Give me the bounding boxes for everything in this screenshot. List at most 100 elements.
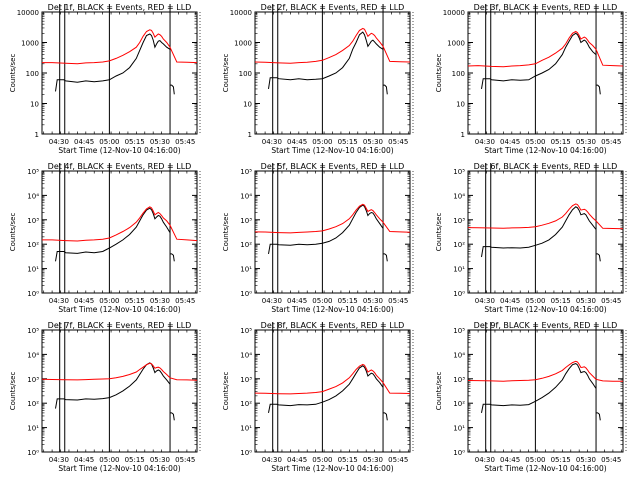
events-series-line	[55, 33, 171, 92]
chart-panel-2: 1 10 100 1000 10000 04:30 04:45 05:00 05:15 05:30…	[222, 3, 414, 155]
x-tick-label: 04:45	[287, 456, 307, 464]
y-tick-label: 10¹	[240, 266, 252, 274]
y-axis-label: Counts/sec	[222, 372, 230, 411]
y-tick-label: 10¹	[453, 266, 465, 274]
y-tick-label: 10⁰	[453, 290, 465, 298]
events-tail-line	[170, 412, 175, 421]
y-tick-label: 10⁰	[240, 290, 252, 298]
x-tick-label: 04:45	[74, 138, 94, 146]
x-tick-label: 05:45	[175, 297, 195, 305]
x-tick-label: 05:45	[175, 456, 195, 464]
x-axis-label: Start Time (12-Nov-10 04:16:00)	[58, 305, 180, 314]
lld-series-line	[467, 360, 624, 382]
y-tick-label: 1000	[447, 40, 465, 48]
y-tick-label: 100	[239, 70, 252, 78]
x-tick-label: 05:15	[551, 138, 571, 146]
events-tail-line	[383, 253, 388, 262]
x-axis-label: Start Time (12-Nov-10 04:16:00)	[484, 146, 606, 155]
x-tick-label: 05:30	[150, 138, 170, 146]
x-tick-label: 04:30	[475, 456, 495, 464]
y-tick-label: 10	[243, 101, 252, 109]
y-tick-label: 10³	[27, 376, 39, 384]
events-series-line	[268, 204, 384, 254]
x-tick-label: 05:15	[125, 456, 145, 464]
y-tick-label: 10⁵	[453, 327, 465, 335]
x-tick-label: 05:00	[99, 138, 119, 146]
x-tick-label: 05:45	[175, 138, 195, 146]
chart-panel-1: 1 10 100 1000 10000 04:30 04:45 05:00 05:15 05:30…	[9, 3, 201, 155]
x-tick-label: 05:00	[525, 138, 545, 146]
y-tick-label: 10000	[443, 9, 465, 17]
y-tick-label: 10²	[27, 400, 39, 408]
events-tail-line	[596, 412, 601, 421]
y-tick-label: 10¹	[240, 425, 252, 433]
x-tick-label: 04:45	[74, 456, 94, 464]
x-tick-label: 04:30	[49, 138, 69, 146]
y-tick-label: 10³	[453, 217, 465, 225]
y-axis-label: Counts/sec	[222, 54, 230, 93]
x-tick-label: 04:30	[262, 297, 282, 305]
x-tick-label: 05:45	[388, 138, 408, 146]
events-series-line	[481, 363, 597, 413]
events-series-line	[481, 32, 597, 89]
y-axis-label: Counts/sec	[435, 213, 443, 252]
events-tail-line	[596, 84, 601, 95]
x-tick-label: 05:15	[125, 138, 145, 146]
panel-title: Det 8f, BLACK = Events, RED = LLD	[261, 321, 405, 330]
x-tick-label: 05:15	[338, 138, 358, 146]
chart-panel-8: 10⁰ 10¹ 10² 10³ 10⁴ 10⁵ 04:30 04:45 05:00 05:15 05…	[222, 321, 414, 473]
y-tick-label: 10000	[230, 9, 252, 17]
events-series-line	[268, 365, 384, 413]
x-tick-label: 04:30	[262, 456, 282, 464]
y-tick-label: 10¹	[27, 425, 39, 433]
x-tick-label: 05:45	[601, 138, 621, 146]
x-axis-label: Start Time (12-Nov-10 04:16:00)	[58, 464, 180, 473]
x-tick-label: 05:00	[312, 456, 332, 464]
y-tick-label: 1000	[234, 40, 252, 48]
events-tail-line	[383, 84, 388, 95]
panel-title: Det 1f, BLACK = Events, RED = LLD	[48, 3, 192, 12]
y-tick-label: 10000	[17, 9, 39, 17]
x-tick-label: 04:45	[287, 138, 307, 146]
x-tick-label: 04:45	[500, 138, 520, 146]
chart-panel-9: 10⁰ 10¹ 10² 10³ 10⁴ 10⁵ 04:30 04:45 05:00 05:15 05…	[435, 321, 627, 473]
x-tick-label: 05:15	[551, 297, 571, 305]
lld-series-line	[254, 363, 411, 395]
x-tick-label: 04:45	[500, 456, 520, 464]
plot-frame	[254, 11, 411, 135]
y-tick-label: 10³	[240, 217, 252, 225]
y-axis-label: Counts/sec	[435, 372, 443, 411]
plot-frame	[254, 170, 411, 294]
x-tick-label: 05:45	[601, 297, 621, 305]
y-tick-label: 10⁴	[240, 351, 252, 359]
chart-panel-6: 10⁰ 10¹ 10² 10³ 10⁴ 10⁵ 04:30 04:45 05:00 05:15 05…	[435, 162, 627, 314]
x-axis-label: Start Time (12-Nov-10 04:16:00)	[271, 464, 393, 473]
x-tick-label: 05:15	[338, 297, 358, 305]
x-tick-label: 05:00	[312, 297, 332, 305]
y-tick-label: 10⁰	[453, 449, 465, 457]
panel-title: Det 9f, BLACK = Events, RED = LLD	[474, 321, 618, 330]
y-tick-label: 1	[248, 131, 252, 139]
x-tick-label: 04:30	[49, 456, 69, 464]
x-tick-label: 04:30	[49, 297, 69, 305]
plot-frame	[467, 170, 624, 294]
events-series-line	[268, 31, 384, 89]
x-tick-label: 05:30	[150, 456, 170, 464]
events-series-line	[481, 206, 597, 258]
y-tick-label: 10²	[240, 241, 252, 249]
y-axis-label: Counts/sec	[9, 372, 17, 411]
events-tail-line	[170, 84, 175, 95]
panel-title: Det 2f, BLACK = Events, RED = LLD	[261, 3, 405, 12]
plot-frame	[41, 329, 198, 453]
x-tick-label: 05:15	[338, 456, 358, 464]
events-tail-line	[170, 253, 175, 262]
x-tick-label: 04:30	[475, 297, 495, 305]
x-tick-label: 05:00	[525, 297, 545, 305]
x-tick-label: 05:45	[388, 456, 408, 464]
chart-panel-4: 10⁰ 10¹ 10² 10³ 10⁴ 10⁵ 04:30 04:45 05:00 05:15 05…	[9, 162, 201, 314]
y-tick-label: 10⁴	[27, 351, 39, 359]
x-tick-label: 05:30	[363, 456, 383, 464]
x-tick-label: 04:45	[500, 297, 520, 305]
y-tick-label: 10	[30, 101, 39, 109]
